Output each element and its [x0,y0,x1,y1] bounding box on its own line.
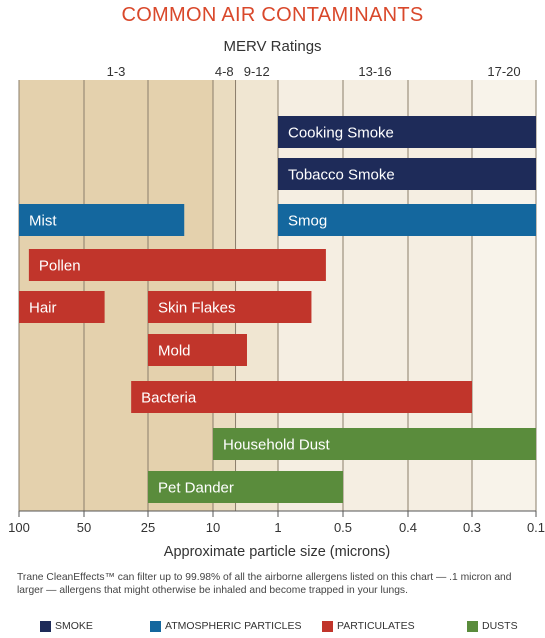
bar-label: Pet Dander [158,480,234,497]
merv-band-label: 1-3 [107,64,126,79]
legend-label: SMOKE [55,620,93,632]
legend-label: DUSTS [482,620,518,632]
legend-item-smoke: SMOKE [40,620,93,632]
bar-tobacco-smoke [278,158,536,190]
x-tick-label: 0.4 [399,520,417,535]
x-axis-title: Approximate particle size (microns) [164,544,390,560]
footnote: Trane CleanEffects™ can filter up to 99.… [17,572,512,596]
bar-pollen [28,249,326,281]
chart-svg: 1-3 4-8 9-12 13-16 17-20 Cooking Smoke Tobacc… [8,64,545,560]
bar-mist [19,204,185,236]
merv-band-label: 9-12 [244,64,270,79]
bar-hair [19,291,105,323]
x-tick-label: 1 [274,520,281,535]
bar-pet-dander [148,471,343,503]
merv-band-label: 4-8 [215,64,234,79]
legend-swatch [467,620,478,632]
x-tick-label: 25 [141,520,155,535]
merv-band-label: 13-16 [358,64,391,79]
bar-cooking-smoke [278,116,536,148]
bar-label: Mist [29,213,57,230]
bar-label: Cooking Smoke [288,125,394,142]
legend-swatch [40,620,51,632]
legend-swatch [322,620,333,632]
chart-title: COMMON AIR CONTAMINANTS [121,4,424,26]
legend-swatch [150,620,161,632]
bar-label: Tobacco Smoke [288,167,395,184]
bar-smog [278,204,536,236]
bar-label: Household Dust [223,437,331,454]
merv-axis-title: MERV Ratings [223,38,322,55]
legend-label: PARTICULATES [337,620,415,632]
x-tick-label: 0.1 [527,520,545,535]
legend: SMOKE ATMOSPHERIC PARTICLES PARTICULATES DU… [0,620,545,636]
bar-label: Skin Flakes [158,300,236,317]
bar-label: Pollen [39,258,81,275]
x-tick-label: 0.3 [463,520,481,535]
bar-skin-flakes [148,291,312,323]
merv-band-label: 17-20 [487,64,520,79]
bar-label: Smog [288,213,327,230]
bar-mold [148,334,247,366]
bar-bacteria [131,381,472,413]
bar-label: Mold [158,343,191,360]
legend-item-dusts: DUSTS [467,620,518,632]
bar-label: Bacteria [141,390,197,407]
x-tick-label: 10 [206,520,220,535]
legend-label: ATMOSPHERIC PARTICLES [165,620,302,632]
x-tick-label: 0.5 [334,520,352,535]
x-tick-label: 50 [77,520,91,535]
bar-label: Hair [29,300,57,317]
x-tick-label: 100 [8,520,30,535]
legend-item-atmospheric-particles: ATMOSPHERIC PARTICLES [150,620,302,632]
bar-household-dust [213,428,536,460]
legend-item-particulates: PARTICULATES [322,620,415,632]
